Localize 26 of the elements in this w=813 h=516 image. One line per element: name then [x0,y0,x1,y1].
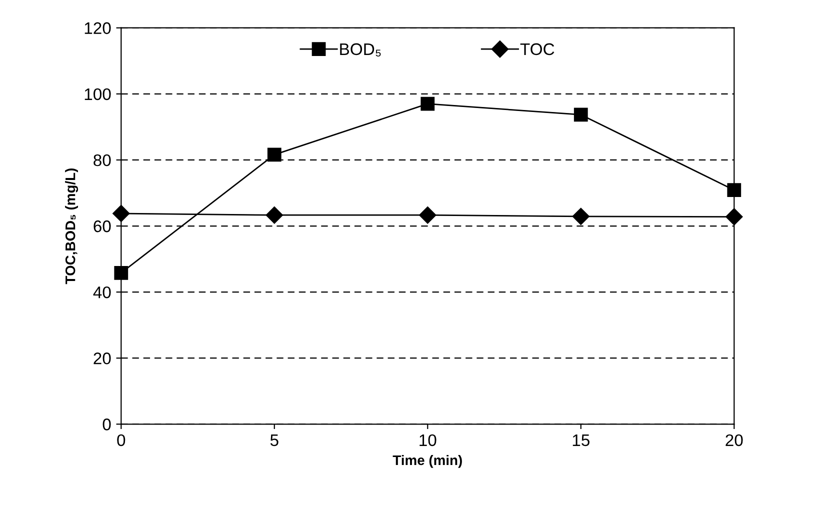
point [726,208,743,226]
y-tick-label: 60 [94,220,111,232]
x-tick-label: 5 [270,434,278,446]
y-tick-label: 80 [94,154,111,166]
point [420,96,435,111]
y-tick-label: 40 [93,286,111,298]
x-tick-label: 10 [420,434,436,446]
x-tick-label: 15 [572,434,590,446]
y-tick-label: 0 [102,418,111,430]
point [267,148,282,162]
x-axis-title: Time (min) [392,454,462,468]
legend-label: BOD₅ [340,43,381,56]
legend-label: TOC [520,43,554,56]
point [419,206,436,224]
point [574,108,588,122]
x-tick-label: 0 [117,434,126,446]
y-tick-label: 120 [84,22,111,34]
point [112,204,130,222]
point [114,266,128,280]
y-tick-label: 20 [94,352,111,364]
point [572,208,590,225]
y-axis-title: TOC,BOD₅ (mg/L) [65,168,78,284]
y-tick-label: 100 [84,88,111,100]
point [727,183,742,197]
x-tick-label: 20 [726,434,743,446]
point [266,206,283,224]
